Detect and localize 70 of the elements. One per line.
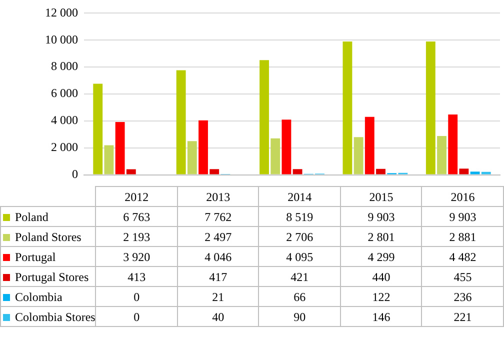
bar: [481, 172, 491, 174]
bar: [282, 120, 292, 174]
bar: [126, 169, 136, 174]
data-label: 3 920: [96, 246, 178, 266]
bar: [459, 168, 469, 174]
x-tick-label: 2013: [177, 186, 259, 206]
bar: [187, 141, 197, 174]
legend-label: Colombia Stores: [0, 306, 96, 326]
data-label: 146: [340, 306, 422, 326]
data-label: 7 762: [177, 206, 259, 226]
data-label: 440: [340, 266, 422, 286]
bar: [470, 172, 480, 174]
y-tick-label: 0: [72, 166, 78, 181]
data-label: 66: [258, 286, 340, 306]
data-label: 413: [96, 266, 178, 286]
data-label: 236: [422, 286, 504, 306]
bar: [115, 122, 125, 174]
bar: [104, 145, 114, 174]
data-label: 2 881: [422, 226, 504, 246]
bar: [292, 169, 302, 174]
bar: [437, 136, 446, 174]
bar: [270, 138, 280, 174]
legend-label: Portugal Stores: [0, 266, 96, 286]
data-label: 455: [422, 266, 504, 286]
data-label: 4 046: [177, 246, 259, 266]
bar: [176, 70, 186, 174]
x-tick-label: 2016: [422, 186, 504, 206]
data-label: 221: [422, 306, 504, 326]
bar: [93, 84, 103, 174]
x-tick-label: 2015: [340, 186, 422, 206]
x-tick-label: 2014: [258, 186, 340, 206]
bar: [198, 120, 208, 174]
data-label: 4 095: [258, 246, 340, 266]
data-label: 4 299: [340, 246, 422, 266]
data-label: 0: [96, 306, 178, 326]
y-tick-label: 10 000: [45, 32, 78, 46]
data-label: 40: [177, 306, 259, 326]
data-label: 6 763: [96, 206, 178, 226]
legend-label: Portugal: [0, 246, 96, 266]
bar: [342, 41, 352, 174]
bar: [448, 114, 458, 174]
data-label: 4 482: [422, 246, 504, 266]
y-tick-label: 2 000: [51, 140, 78, 154]
data-label: 2 497: [177, 226, 259, 246]
y-tick-label: 6 000: [51, 86, 78, 100]
legend-label: Poland Stores: [0, 226, 96, 246]
data-label: 417: [177, 266, 259, 286]
bar: [426, 41, 436, 174]
bar: [364, 116, 374, 174]
bar: [210, 169, 220, 174]
data-label: 90: [258, 306, 340, 326]
x-tick-label: 2012: [96, 186, 178, 206]
data-label: 21: [177, 286, 259, 306]
data-label: 2 706: [258, 226, 340, 246]
bar: [354, 137, 364, 174]
data-label: 2 193: [96, 226, 178, 246]
data-label: 421: [258, 266, 340, 286]
data-label: 2 801: [340, 226, 422, 246]
y-tick-label: 8 000: [51, 59, 78, 74]
bar: [376, 168, 386, 174]
bar: [260, 60, 269, 174]
data-label: 8 519: [258, 206, 340, 226]
legend-label: Colombia: [0, 286, 96, 306]
data-label: 9 903: [340, 206, 422, 226]
y-tick-label: 4 000: [51, 113, 78, 128]
data-label: 9 903: [422, 206, 504, 226]
y-tick-label: 12 000: [45, 5, 78, 20]
data-label: 0: [96, 286, 178, 306]
data-label: 122: [340, 286, 422, 306]
legend-label: Poland: [0, 206, 96, 226]
